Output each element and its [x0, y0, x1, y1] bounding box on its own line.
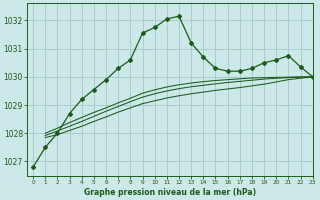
X-axis label: Graphe pression niveau de la mer (hPa): Graphe pression niveau de la mer (hPa)	[84, 188, 256, 197]
